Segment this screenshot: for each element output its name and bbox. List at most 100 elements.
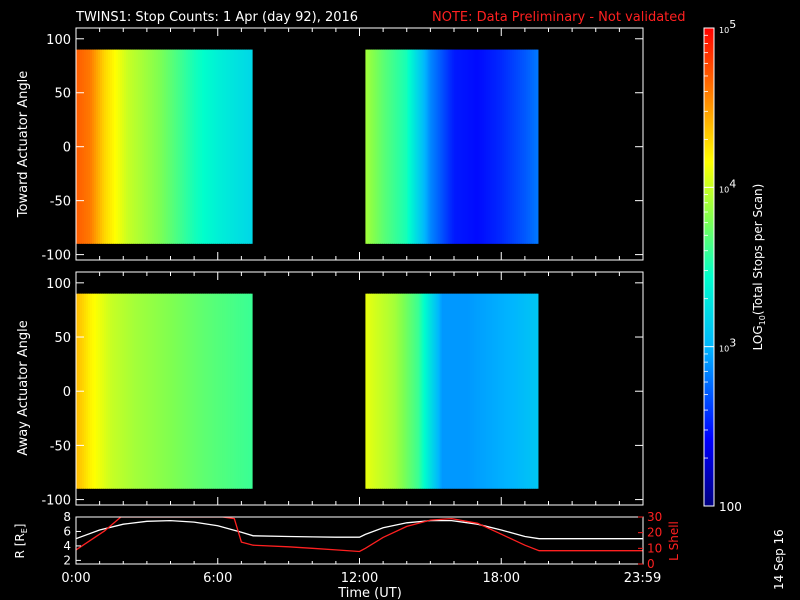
toward-heatmap-column xyxy=(102,49,105,244)
toward-heatmap-column xyxy=(88,49,91,244)
away-heatmap-column xyxy=(250,293,253,489)
toward-heatmap-column xyxy=(395,49,399,244)
away-heatmap-column xyxy=(96,293,99,489)
toward-heatmap-column xyxy=(401,49,405,244)
toward-heatmap-column xyxy=(108,49,111,244)
toward-heatmap-column xyxy=(168,49,171,244)
colorbar-ramp xyxy=(703,27,715,507)
toward-heatmap-column xyxy=(100,49,103,244)
toward-heatmap-column xyxy=(489,49,493,244)
toward-heatmap-column xyxy=(132,49,135,244)
away-heatmap-column xyxy=(367,293,371,489)
toward-heatmap-column xyxy=(198,49,201,244)
toward-heatmap-column xyxy=(523,49,527,244)
x-tick-label: 6:00 xyxy=(203,571,232,586)
orbit-lines xyxy=(76,517,643,553)
away-heatmap-column xyxy=(395,293,399,489)
toward-heatmap-column xyxy=(196,49,199,244)
away-heatmap-column xyxy=(475,293,479,489)
away-heatmap-column xyxy=(439,293,443,489)
toward-heatmap-column xyxy=(377,49,381,244)
away-heatmap-column xyxy=(134,293,137,489)
away-heatmap-column xyxy=(453,293,457,489)
away-heatmap-column xyxy=(120,293,123,489)
toward-heatmap-column xyxy=(503,49,507,244)
toward-heatmap-column xyxy=(505,49,509,244)
away-heatmap-column xyxy=(164,293,167,489)
toward-heatmap-column xyxy=(495,49,499,244)
toward-heatmap-column xyxy=(475,49,479,244)
toward-heatmap-column xyxy=(415,49,419,244)
away-heatmap-column xyxy=(527,293,531,489)
toward-heatmap-column xyxy=(134,49,137,244)
away-heatmap-column xyxy=(401,293,405,489)
away-heatmap-column xyxy=(383,293,387,489)
toward-heatmap-column xyxy=(501,49,505,244)
toward-heatmap-column xyxy=(194,49,197,244)
toward-heatmap-column xyxy=(120,49,123,244)
toward-heatmap-column xyxy=(531,49,535,244)
away-heatmap-column xyxy=(491,293,495,489)
colorbar-tick-label: 104 xyxy=(719,177,736,194)
away-heatmap-column xyxy=(375,293,379,489)
away-heatmap-column xyxy=(186,293,189,489)
toward-heatmap-column xyxy=(222,49,225,244)
toward-heatmap-column xyxy=(96,49,99,244)
toward-heatmap-column xyxy=(513,49,517,244)
toward-heatmap-column xyxy=(114,49,117,244)
away-heatmap-column xyxy=(385,293,389,489)
toward-y-label: Toward Actuator Angle xyxy=(16,71,31,218)
away-heatmap-column xyxy=(415,293,419,489)
toward-heatmap-column xyxy=(216,49,219,244)
orbit-y-label: R [RE] xyxy=(13,524,29,559)
away-heatmap-column xyxy=(114,293,117,489)
away-heatmap-column xyxy=(208,293,211,489)
away-heatmap-column xyxy=(455,293,459,489)
away-heatmap-column xyxy=(154,293,157,489)
toward-heatmap-column xyxy=(248,49,251,244)
away-heatmap-column xyxy=(212,293,215,489)
away-heatmap-column xyxy=(429,293,433,489)
toward-heatmap-column xyxy=(479,49,483,244)
toward-heatmap-column xyxy=(437,49,441,244)
toward-panel: 100 50 0 -50 -100 Toward Actuator Angle xyxy=(16,27,644,264)
toward-heatmap-column xyxy=(419,49,423,244)
x-tick-label: 0:00 xyxy=(61,571,90,586)
toward-heatmap-column xyxy=(521,49,525,244)
away-heatmap-column xyxy=(204,293,207,489)
away-heatmap-column xyxy=(102,293,105,489)
toward-heatmap-column xyxy=(86,49,89,244)
colorbar-label: LOG10(Total Stops per Scan) xyxy=(751,184,767,351)
away-heatmap-column xyxy=(447,293,451,489)
toward-heatmap-column xyxy=(122,49,125,244)
away-heatmap-column xyxy=(373,293,377,489)
away-heatmap-column xyxy=(463,293,467,489)
toward-heatmap-column xyxy=(449,49,453,244)
toward-heatmap-column xyxy=(457,49,461,244)
toward-heatmap-column xyxy=(371,49,375,244)
away-heatmap-column xyxy=(451,293,455,489)
away-heatmap-column xyxy=(126,293,129,489)
away-heatmap-column xyxy=(246,293,249,489)
toward-y-tick-label: 0 xyxy=(63,141,71,156)
away-heatmap-column xyxy=(192,293,195,489)
toward-heatmap-column xyxy=(156,49,159,244)
away-y-tick-label: -50 xyxy=(50,439,71,454)
toward-heatmap-column xyxy=(433,49,437,244)
away-heatmap-column xyxy=(531,293,535,489)
away-heatmap-column xyxy=(160,293,163,489)
toward-heatmap-column xyxy=(481,49,485,244)
toward-heatmap xyxy=(76,49,539,244)
toward-heatmap-column xyxy=(447,49,451,244)
away-heatmap-column xyxy=(535,293,539,489)
away-heatmap-column xyxy=(138,293,141,489)
toward-heatmap-column xyxy=(84,49,87,244)
away-heatmap-column xyxy=(523,293,527,489)
away-y-tick-label: 100 xyxy=(46,277,71,292)
toward-heatmap-column xyxy=(130,49,133,244)
toward-heatmap-column xyxy=(423,49,427,244)
away-heatmap-column xyxy=(379,293,383,489)
away-heatmap-column xyxy=(533,293,537,489)
toward-heatmap-column xyxy=(210,49,213,244)
away-heatmap-column xyxy=(198,293,201,489)
